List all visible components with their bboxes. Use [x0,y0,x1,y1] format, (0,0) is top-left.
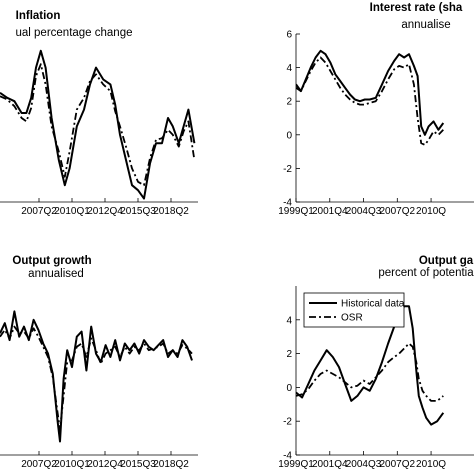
output-gap-xtick-label: 2004Q3 [346,459,382,470]
interest-rate-subtitle: annualise [401,19,450,31]
interest-rate-xtick-label: 1999Q1 [278,206,314,217]
output-growth-xtick-label: 2018Q2 [153,459,189,470]
panel-interest-rate: Interest rate (sha annualise [370,2,463,31]
output-gap-ytick-label: 0 [286,383,292,394]
legend-label-osr: OSR [341,313,363,324]
output-growth-subtitle: annualised [28,268,84,280]
panel-output-growth: Output growth annualised [12,255,91,280]
inflation-xtick-label: 2010Q1 [54,206,90,217]
interest-rate-xtick-label: 2004Q3 [346,206,382,217]
interest-rate-series-osr-line [296,56,444,146]
interest-rate-title: Interest rate (sha [370,2,463,14]
legend-box [303,292,405,328]
output-gap-xtick-label: 2010Q [416,459,446,470]
interest-rate-xtick-label: 2007Q2 [380,206,416,217]
inflation-subtitle: ual percentage change [15,27,132,39]
interest-rate-ytick-label: 6 [286,30,292,41]
legend: Historical data OSR [303,292,405,328]
inflation-xtick-label: 2015Q3 [120,206,156,217]
interest-rate-ytick-label: 2 [286,97,292,108]
output-gap-title: Output ga [419,255,474,267]
output-gap-xtick-label: 1999Q1 [278,459,314,470]
output-gap-ytick-label: -2 [283,417,292,428]
interest-rate-xtick-label: 2001Q4 [312,206,348,217]
legend-label-historical: Historical data [341,299,405,310]
inflation-title: Inflation [16,10,61,22]
inflation-xtick-label: 2018Q2 [153,206,189,217]
output-gap-xtick-label: 2001Q4 [312,459,348,470]
panel-output-gap: Output ga percent of potentia [378,255,474,279]
output-gap-ytick-label: -4 [283,451,292,462]
output-growth-xtick-label: 2015Q3 [120,459,156,470]
interest-rate-series-historical-line [296,49,445,136]
inflation-series-historical-line [0,49,196,200]
interest-rate-ytick-label: -2 [283,164,292,175]
output-growth-xtick-label: 2012Q4 [87,459,123,470]
output-growth-series-osr-line [0,325,193,431]
output-growth-xtick-label: 2010Q1 [54,459,90,470]
output-gap-series-historical-line [296,305,445,426]
interest-rate-ytick-label: -4 [283,198,292,209]
output-gap-subtitle: percent of potentia [378,267,474,279]
inflation-xtick-label: 2007Q2 [21,206,57,217]
output-gap-series-osr-line [296,342,444,402]
interest-rate-xtick-label: 2010Q [416,206,446,217]
output-gap-xtick-label: 2007Q2 [380,459,416,470]
output-growth-series-historical-line [0,310,193,443]
interest-rate-ytick-label: 0 [286,130,292,141]
inflation-xtick-label: 2012Q4 [87,206,123,217]
output-growth-xtick-label: 2007Q2 [21,459,57,470]
output-gap-ytick-label: 2 [286,349,292,360]
interest-rate-ytick-label: 4 [286,63,292,74]
output-gap-ytick-label: 4 [286,315,292,326]
panel-inflation: Inflation ual percentage change [15,10,132,39]
inflation-series-osr-line [0,63,196,187]
output-growth-title: Output growth [12,255,91,267]
